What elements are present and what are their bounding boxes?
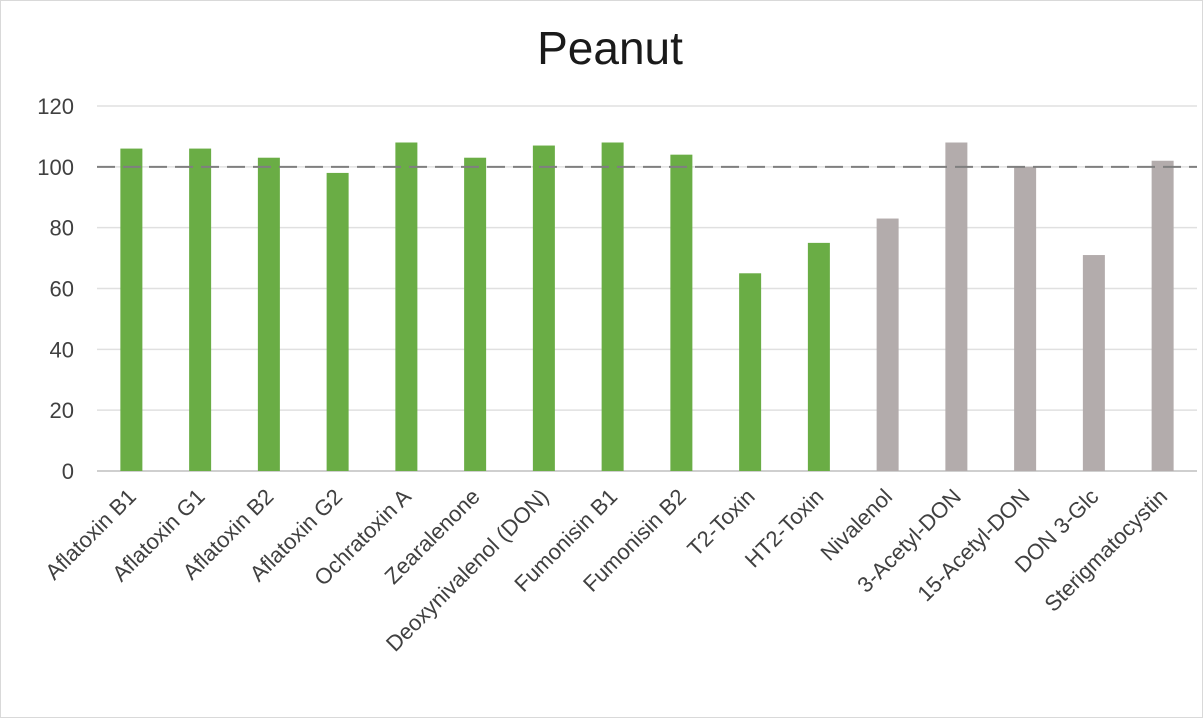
- bar-aflatoxin-g2: [326, 172, 349, 471]
- bars: [120, 142, 1174, 472]
- bar-nivalenol: [876, 218, 899, 471]
- y-axis-ticks: 0 20 40 60 80 100 120: [37, 94, 74, 484]
- chart-title: Peanut: [537, 22, 683, 74]
- bar-aflatoxin-b1: [120, 148, 143, 472]
- y-tick-label: 40: [50, 337, 74, 362]
- bar-deoxynivalenol-don: [532, 145, 555, 471]
- y-tick-label: 20: [50, 398, 74, 423]
- y-tick-label: 120: [37, 94, 74, 119]
- bar-ochratoxin-a: [395, 142, 418, 471]
- bar-15-acetyl-don: [1014, 166, 1037, 472]
- y-tick-label: 100: [37, 155, 74, 180]
- bar-sterigmatocystin: [1151, 160, 1174, 471]
- bar-aflatoxin-g1: [189, 148, 212, 472]
- bar-fumonisin-b1: [601, 142, 624, 471]
- bar-zearalenone: [464, 157, 487, 472]
- x-tick-label: Sterigmatocystin: [1039, 484, 1172, 617]
- y-tick-label: 80: [50, 216, 74, 241]
- bar-don-3-glc: [1082, 255, 1105, 471]
- bar-ht2-toxin: [807, 242, 830, 471]
- y-tick-label: 0: [62, 459, 74, 484]
- y-tick-label: 60: [50, 277, 74, 302]
- bar-aflatoxin-b2: [257, 157, 280, 472]
- bar-fumonisin-b2: [670, 154, 693, 471]
- bar-t2-toxin: [739, 273, 762, 471]
- bar-3-acetyl-don: [945, 142, 968, 471]
